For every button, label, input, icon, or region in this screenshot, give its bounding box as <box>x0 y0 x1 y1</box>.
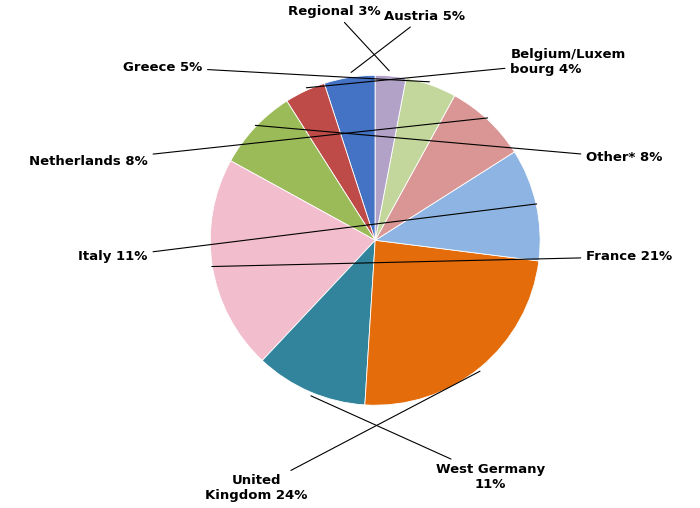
Wedge shape <box>375 96 514 240</box>
Wedge shape <box>375 152 540 261</box>
Wedge shape <box>375 78 455 240</box>
Text: United
Kingdom 24%: United Kingdom 24% <box>205 371 480 502</box>
Wedge shape <box>231 101 375 240</box>
Text: France 21%: France 21% <box>212 250 673 267</box>
Text: Greece 5%: Greece 5% <box>122 60 429 82</box>
Wedge shape <box>287 83 375 240</box>
Wedge shape <box>262 240 375 405</box>
Wedge shape <box>375 75 406 240</box>
Text: Austria 5%: Austria 5% <box>351 10 466 73</box>
Wedge shape <box>365 240 539 405</box>
Text: Regional 3%: Regional 3% <box>288 5 389 71</box>
Text: Netherlands 8%: Netherlands 8% <box>29 118 488 168</box>
Text: Other* 8%: Other* 8% <box>256 125 663 164</box>
Text: West Germany
11%: West Germany 11% <box>311 396 545 491</box>
Wedge shape <box>210 161 375 361</box>
Text: Italy 11%: Italy 11% <box>78 204 537 263</box>
Wedge shape <box>324 75 375 240</box>
Text: Belgium/Luxem
bourg 4%: Belgium/Luxem bourg 4% <box>307 48 626 88</box>
